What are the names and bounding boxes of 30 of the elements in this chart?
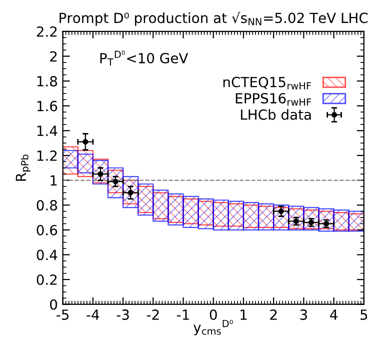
y-tick-label: 0.2 [36, 274, 57, 285]
x-tick-label: 2 [270, 309, 277, 320]
legend-label: nCTEQ15$_{rwHF}$ [223, 76, 311, 90]
annotation: P$_{T}$$^{D⁰}$<10 GeV [100, 50, 188, 66]
y-tick-label: 1.4 [37, 126, 58, 136]
x-tick-label: -5 [56, 310, 69, 320]
y-tick-label: 1.2 [37, 150, 57, 161]
y-axis-title: R$_{pPb}$ [16, 154, 30, 181]
x-tick-label: 4 [330, 310, 338, 320]
x-tick-label: 5 [360, 310, 368, 320]
y-tick-label: 0.4 [36, 250, 58, 260]
y-tick-label: 1.6 [37, 100, 58, 112]
y-tick-label: 1 [50, 175, 57, 186]
x-tick-label: 1 [240, 310, 247, 320]
x-tick-label: -3 [116, 309, 129, 320]
x-tick-label: 0 [210, 309, 217, 320]
legend-label: LHCb data [241, 109, 311, 120]
y-tick-label: 0.8 [36, 200, 58, 211]
x-axis-title: y$_{cms}$$^{D⁰}$ [194, 320, 233, 336]
y-tick-label: 0 [50, 299, 58, 310]
y-tick-label: 0.6 [36, 224, 58, 236]
y-tick-label: 1.8 [37, 76, 58, 87]
chart-title: Prompt D⁰ production at √s$_{NN}$=5.02 TeV LHC [60, 12, 368, 26]
x-tick-label: -2 [146, 309, 159, 320]
x-tick-label: -4 [86, 310, 100, 320]
y-tick-label: 2 [50, 51, 57, 62]
x-tick-label: -1 [177, 310, 189, 320]
x-tick-label: 3 [300, 309, 307, 320]
y-tick-label: 2.2 [36, 26, 57, 37]
legend-label: EPPS16$_{rwHF}$ [236, 93, 311, 106]
